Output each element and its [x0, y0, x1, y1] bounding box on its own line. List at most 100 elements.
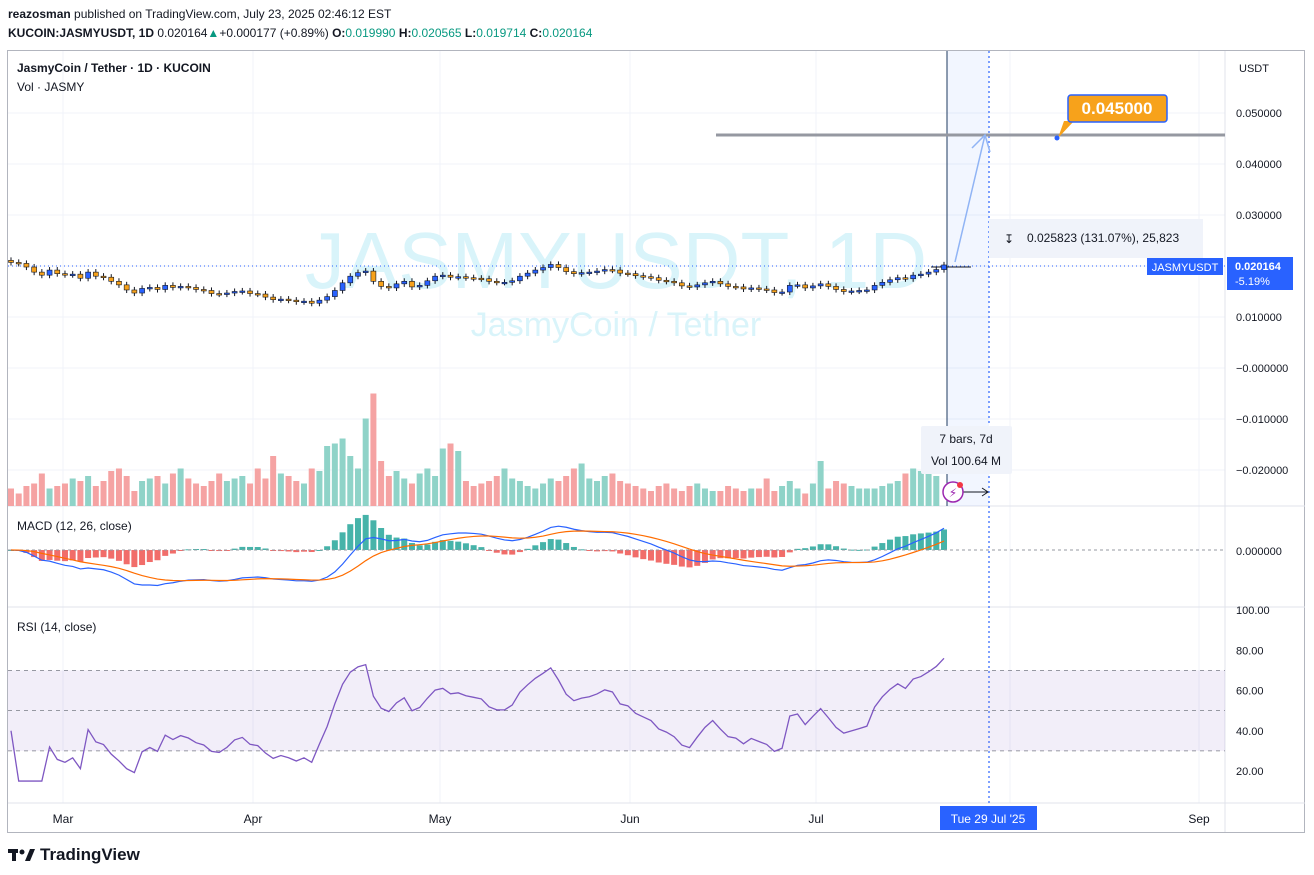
candle-body	[185, 286, 192, 289]
volume-bar	[293, 481, 300, 506]
macd-histogram-bar	[470, 545, 477, 550]
tradingview-logo[interactable]: TradingView	[8, 845, 140, 865]
volume-bar	[154, 476, 161, 506]
volume-bar	[54, 486, 61, 506]
macd-histogram-bar	[401, 538, 408, 550]
macd-histogram-bar	[755, 550, 762, 558]
bars-vol-text: Vol 100.64 M	[931, 454, 1001, 468]
volume-bar	[331, 443, 338, 506]
volume-bar	[701, 488, 708, 506]
macd-histogram-bar	[115, 550, 122, 561]
macd-histogram-bar	[455, 541, 462, 550]
price-tick: 0.010000	[1236, 312, 1282, 324]
symbol-tag-text: JASMYUSDT	[1152, 262, 1219, 274]
volume-bar	[285, 476, 292, 506]
volume-bar	[632, 486, 639, 506]
candle-body	[609, 269, 616, 272]
macd-histogram-bar	[501, 550, 508, 555]
volume-bar	[108, 471, 115, 506]
volume-bar	[316, 471, 323, 506]
currency-label[interactable]: USDT	[1239, 63, 1269, 75]
grid-lines	[8, 51, 1225, 803]
volume-bar	[755, 488, 762, 506]
rsi-series[interactable]	[8, 657, 1225, 782]
macd-histogram-bar	[370, 520, 377, 550]
vol-legend[interactable]: Vol · JASMY	[17, 80, 84, 94]
rsi-legend[interactable]: RSI (14, close)	[17, 620, 96, 634]
volume-bar	[169, 473, 176, 506]
candle-body	[139, 288, 145, 294]
publisher-name: reazosman	[8, 7, 71, 21]
macd-histogram-bar	[563, 543, 570, 550]
target-label-box[interactable]	[1067, 94, 1168, 123]
volume-bar	[408, 483, 415, 506]
macd-histogram-bar	[92, 550, 99, 558]
volume-bar	[146, 478, 153, 506]
candle-body	[794, 284, 801, 287]
candle-body	[254, 293, 261, 296]
chart-frame[interactable]	[7, 50, 1305, 833]
macd-signal-line	[10, 530, 945, 582]
macd-histogram-bar	[902, 536, 909, 550]
volume-bar	[92, 486, 99, 506]
chart-legend-title[interactable]: JasmyCoin / Tether · 1D · KUCOIN	[17, 61, 211, 75]
macd-histogram-bar	[794, 548, 801, 550]
volume-bar	[570, 468, 577, 506]
candle-body	[131, 289, 138, 294]
macd-histogram-bar	[894, 536, 901, 550]
candle-body	[648, 276, 654, 279]
projection-arrow[interactable]	[954, 134, 986, 263]
volume-bar	[748, 488, 755, 506]
candle-body	[509, 280, 515, 283]
volume-bar	[185, 478, 192, 506]
macd-histogram-bar	[624, 550, 631, 556]
volume-bar	[362, 418, 369, 506]
macd-histogram-bar	[462, 543, 469, 550]
candle-body	[162, 285, 169, 290]
open-value: 0.019990	[345, 26, 396, 40]
candle-body	[840, 289, 847, 292]
macd-legend[interactable]: MACD (12, 26, close)	[17, 519, 132, 533]
volume-bar	[424, 468, 431, 506]
candle-body	[864, 289, 870, 292]
target-label-pointer	[1058, 121, 1074, 138]
candle-body	[810, 285, 816, 289]
macd-histogram-bar	[139, 550, 146, 566]
candle-body	[262, 293, 269, 298]
candle-body	[725, 283, 731, 287]
macd-histogram-bar	[771, 550, 778, 558]
volume-series[interactable]	[8, 393, 940, 507]
candle-body	[247, 290, 253, 294]
candle-body	[39, 271, 45, 276]
macd-series[interactable]	[8, 514, 1225, 587]
volume-bar	[694, 483, 701, 506]
candle-body	[332, 290, 338, 297]
volume-bar	[686, 486, 693, 506]
volume-bar	[455, 451, 462, 506]
volume-bar	[416, 473, 423, 506]
macd-histogram-bar	[879, 543, 886, 550]
candle-body	[316, 299, 323, 304]
candle-body	[671, 280, 677, 284]
macd-histogram-bar	[169, 550, 176, 554]
candle-body	[231, 291, 238, 294]
candles-series[interactable]	[8, 257, 947, 307]
macd-histogram-bar	[362, 514, 369, 550]
macd-histogram-bar	[424, 544, 431, 550]
candle-body	[370, 270, 377, 282]
candle-body	[440, 274, 446, 277]
macd-histogram-bar	[647, 550, 654, 561]
candle-body	[8, 260, 14, 263]
macd-histogram-bar	[254, 547, 261, 550]
candle-body	[378, 280, 384, 287]
candle-body	[702, 282, 708, 286]
volume-bar	[647, 491, 654, 506]
candle-body	[154, 287, 161, 290]
candle-body	[501, 282, 508, 285]
candle-body	[285, 298, 292, 301]
macd-histogram-bar	[532, 545, 539, 550]
volume-bar	[925, 463, 932, 506]
candle-body	[763, 288, 770, 291]
volume-bar	[594, 481, 601, 506]
